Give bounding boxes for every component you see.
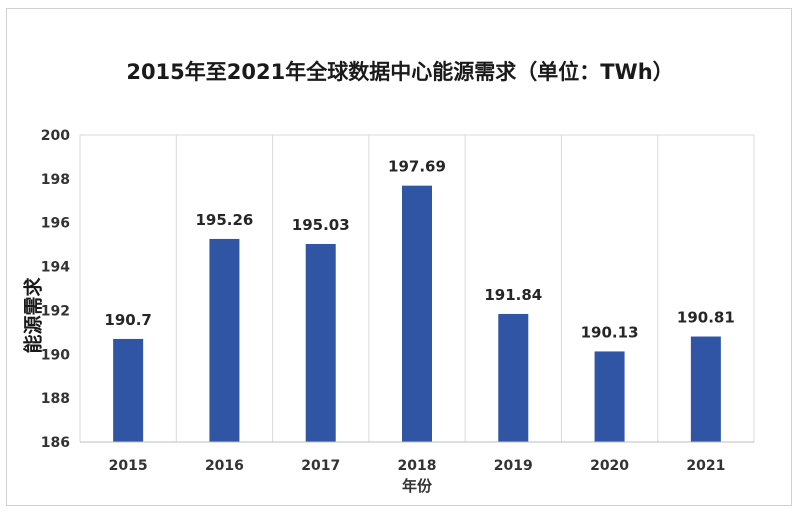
- y-tick-label: 196: [41, 216, 70, 232]
- data-label: 195.03: [292, 216, 350, 234]
- bar: [690, 336, 721, 442]
- data-label: 190.81: [677, 309, 735, 327]
- bar: [209, 238, 240, 442]
- bar: [305, 243, 336, 442]
- y-tick-label: 200: [41, 128, 70, 144]
- data-label: 190.7: [104, 311, 151, 329]
- x-tick-label: 2018: [398, 458, 437, 474]
- y-tick-label: 186: [41, 435, 70, 451]
- x-axis-label: 年份: [401, 477, 432, 495]
- x-tick-label: 2016: [205, 458, 244, 474]
- x-tick-label: 2021: [686, 458, 725, 474]
- bar: [498, 313, 529, 442]
- data-label: 191.84: [484, 286, 542, 304]
- y-tick-label: 190: [41, 347, 70, 363]
- bar: [402, 185, 432, 442]
- chart-title: 2015年至2021年全球数据中心能源需求（单位：TWh）: [126, 60, 674, 84]
- x-tick-label: 2015: [109, 458, 148, 474]
- y-tick-label: 192: [41, 303, 70, 319]
- data-label: 197.69: [388, 158, 446, 176]
- data-label: 190.13: [581, 323, 639, 341]
- y-tick-label: 188: [41, 391, 70, 407]
- x-tick-label: 2017: [301, 458, 340, 474]
- y-tick-label: 194: [41, 260, 70, 276]
- y-tick-label: 198: [41, 172, 70, 188]
- bar: [594, 351, 625, 442]
- bar: [113, 338, 144, 442]
- data-label: 195.26: [195, 211, 253, 229]
- x-tick-label: 2019: [494, 458, 533, 474]
- x-tick-label: 2020: [590, 458, 629, 474]
